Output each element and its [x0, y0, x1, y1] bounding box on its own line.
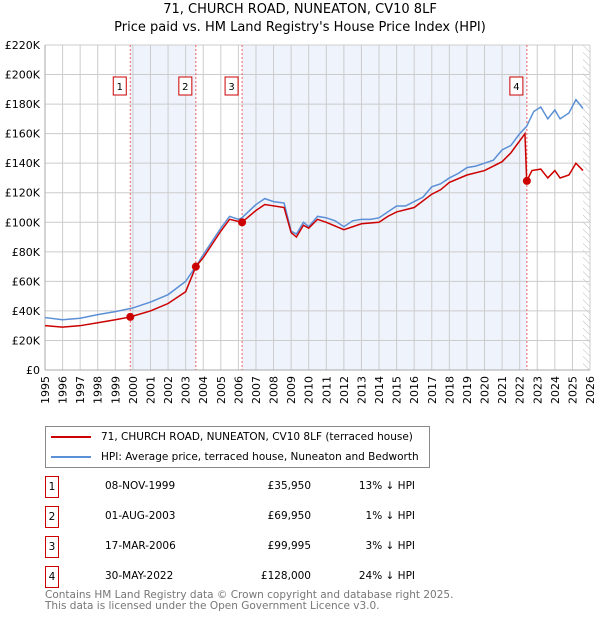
x-tick-label: 2018 [443, 376, 456, 404]
x-tick-label: 2000 [127, 376, 140, 404]
sale-marker-box [509, 76, 524, 96]
x-tick-label: 2020 [479, 376, 492, 404]
x-tick-label: 2005 [215, 376, 228, 404]
y-tick-label: £120K [5, 187, 41, 200]
sale-hpi-diff: 24% ↓ HPI [358, 570, 415, 582]
x-tick-label: 2011 [320, 376, 333, 404]
x-tick-label: 1998 [92, 376, 105, 404]
y-tick-label: £80K [12, 246, 41, 259]
sale-row: 2 01-AUG-2003 £69,950 1% ↓ HPI [45, 506, 445, 528]
x-tick-label: 2026 [584, 376, 597, 404]
sale-marker-label: 3 [228, 82, 234, 93]
y-tick-label: £100K [5, 216, 41, 229]
x-tick-label: 2008 [268, 376, 281, 404]
sale-marker-number: 3 [45, 536, 59, 558]
legend-swatch-blue [51, 456, 91, 458]
y-tick-label: £180K [5, 98, 41, 111]
x-tick-label: 2007 [250, 376, 263, 404]
y-tick-label: £20K [12, 334, 41, 347]
sale-hpi-diff: 3% ↓ HPI [365, 540, 415, 552]
y-tick-label: £200K [5, 69, 41, 82]
x-tick-label: 1995 [39, 376, 52, 404]
sale-row: 4 30-MAY-2022 £128,000 24% ↓ HPI [45, 566, 445, 588]
sale-marker-label: 2 [182, 82, 188, 93]
y-tick-label: £140K [5, 157, 41, 170]
legend-label: 71, CHURCH ROAD, NUNEATON, CV10 8LF (ter… [101, 431, 413, 443]
sale-row: 3 17-MAR-2006 £99,995 3% ↓ HPI [45, 536, 445, 558]
y-tick-label: £160K [5, 128, 41, 141]
x-tick-label: 2024 [549, 376, 562, 404]
sale-point [522, 176, 531, 185]
x-tick-label: 2019 [461, 376, 474, 404]
y-tick-label: £40K [12, 305, 41, 318]
sale-point [238, 218, 247, 227]
sale-date: 01-AUG-2003 [105, 510, 176, 522]
y-tick-label: £60K [12, 275, 41, 288]
x-tick-label: 2004 [197, 376, 210, 404]
legend-label: HPI: Average price, terraced house, Nune… [101, 451, 419, 463]
sale-hpi-diff: 13% ↓ HPI [358, 480, 415, 492]
sale-price: £35,950 [267, 480, 311, 492]
series-line-property [44, 131, 584, 328]
shaded-period [130, 45, 196, 370]
legend-item-property: 71, CHURCH ROAD, NUNEATON, CV10 8LF (ter… [51, 427, 413, 447]
sale-marker-number: 1 [45, 476, 59, 498]
x-tick-label: 1999 [109, 376, 122, 404]
sale-marker-box [178, 76, 193, 96]
sale-marker-number: 4 [45, 566, 59, 588]
sale-price: £128,000 [260, 570, 311, 582]
sale-marker-number: 2 [45, 506, 59, 528]
sale-marker-label: 1 [117, 82, 123, 93]
forecast-hatch [582, 45, 590, 370]
x-tick-label: 2015 [391, 376, 404, 404]
x-tick-label: 2002 [162, 376, 175, 404]
x-tick-label: 2001 [144, 376, 157, 404]
shaded-period [242, 45, 527, 370]
x-tick-label: 2006 [232, 376, 245, 404]
legend-swatch-red [51, 436, 91, 438]
sale-point [126, 312, 135, 321]
y-tick-label: £0 [26, 364, 40, 377]
sale-date: 17-MAR-2006 [105, 540, 176, 552]
x-tick-label: 1997 [74, 376, 87, 404]
footer-line: This data is licensed under the Open Gov… [45, 600, 380, 612]
chart-subtitle: Price paid vs. HM Land Registry's House … [114, 20, 486, 35]
x-tick-label: 2022 [514, 376, 527, 404]
footer: Contains HM Land Registry data © Crown c… [45, 590, 453, 612]
sale-marker-box [112, 76, 127, 96]
x-tick-label: 2010 [303, 376, 316, 404]
x-tick-label: 2014 [373, 376, 386, 404]
x-tick-label: 2025 [566, 376, 579, 404]
x-tick-label: 1996 [57, 376, 70, 404]
x-tick-label: 2021 [496, 376, 509, 404]
legend-item-hpi: HPI: Average price, terraced house, Nune… [51, 447, 419, 467]
chart-title: 71, CHURCH ROAD, NUNEATON, CV10 8LF [163, 2, 437, 17]
x-tick-label: 2009 [285, 376, 298, 404]
x-tick-label: 2016 [408, 376, 421, 404]
sale-marker-label: 4 [513, 82, 519, 93]
x-tick-label: 2013 [355, 376, 368, 404]
sale-price: £99,995 [267, 540, 311, 552]
x-tick-label: 2003 [180, 376, 193, 404]
sale-row: 1 08-NOV-1999 £35,950 13% ↓ HPI [45, 476, 445, 498]
sale-hpi-diff: 1% ↓ HPI [365, 510, 415, 522]
y-tick-label: £220K [5, 39, 41, 52]
x-tick-label: 2023 [531, 376, 544, 404]
price-chart: 1995 1996 1997 1998 1999 2000 2001 2002 2003 2004… [5, 39, 597, 404]
x-tick-label: 2012 [338, 376, 351, 404]
sale-date: 08-NOV-1999 [105, 480, 176, 492]
x-tick-label: 2017 [426, 376, 439, 404]
sale-marker-box [224, 76, 239, 96]
legend: 71, CHURCH ROAD, NUNEATON, CV10 8LF (ter… [45, 426, 430, 468]
sale-date: 30-MAY-2022 [105, 570, 174, 582]
footer-line: Contains HM Land Registry data © Crown c… [45, 589, 454, 601]
sale-point [191, 262, 200, 271]
sale-price: £69,950 [267, 510, 311, 522]
